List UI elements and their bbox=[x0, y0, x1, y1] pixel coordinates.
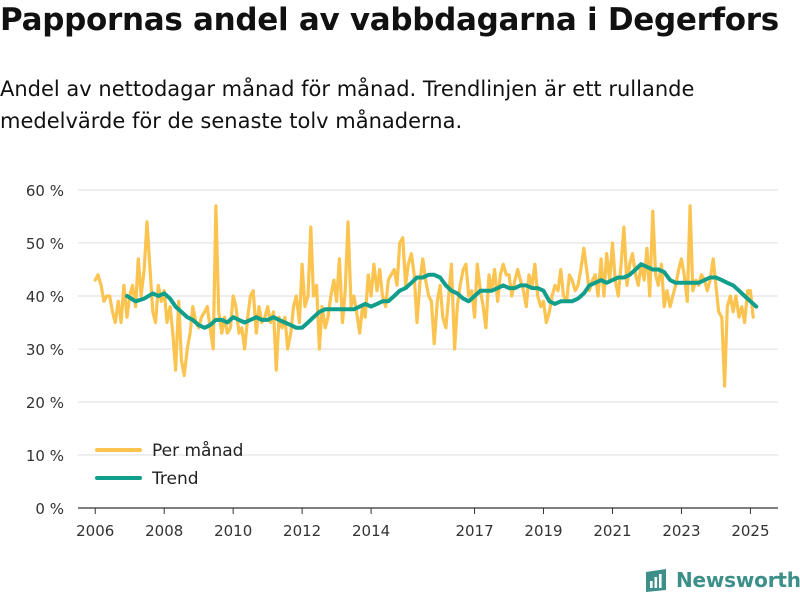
series-lines bbox=[93, 204, 759, 388]
x-tick-label: 2023 bbox=[662, 522, 700, 540]
legend-label: Trend bbox=[151, 469, 199, 489]
y-tick-label: 60 % bbox=[26, 182, 64, 200]
x-tick-label: 2025 bbox=[731, 522, 769, 540]
y-tick-label: 0 % bbox=[35, 500, 64, 518]
x-axis: 2006 2008 2010 2012 2014 2017 2019 2021 2023 2025 bbox=[76, 507, 778, 540]
brand-logo: Newsworthy bbox=[644, 568, 800, 592]
x-tick-label: 2021 bbox=[593, 522, 631, 540]
series-line-trend bbox=[125, 262, 759, 330]
y-tick-label: 50 % bbox=[26, 235, 64, 253]
y-axis-tick-labels: 0 % 10 % 20 % 30 % 40 % 50 % 60 % bbox=[26, 182, 64, 518]
y-tick-label: 40 % bbox=[26, 288, 64, 306]
legend-label: Per månad bbox=[152, 440, 243, 461]
x-tick-label: 2017 bbox=[455, 522, 493, 540]
x-tick-label: 2012 bbox=[283, 522, 321, 540]
y-tick-label: 20 % bbox=[26, 394, 64, 412]
chart-title: Pappornas andel av vabbdagarna i Degerfo… bbox=[0, 2, 779, 38]
x-tick-label: 2014 bbox=[352, 522, 390, 540]
x-tick-label: 2006 bbox=[76, 522, 114, 540]
series-line-per-manad bbox=[93, 204, 755, 388]
newsworthy-logo-icon bbox=[646, 569, 666, 592]
x-tick-label: 2019 bbox=[524, 522, 562, 540]
y-tick-label: 10 % bbox=[26, 447, 64, 465]
x-tick-label: 2008 bbox=[145, 522, 183, 540]
legend: Per månad Trend bbox=[95, 440, 243, 489]
brand-name: Newsworthy bbox=[676, 568, 800, 592]
x-tick-label: 2010 bbox=[214, 522, 252, 540]
y-tick-label: 30 % bbox=[26, 341, 64, 359]
chart-subtitle: Andel av nettodagar månad för månad. Tre… bbox=[0, 77, 695, 133]
grid-lines bbox=[78, 189, 778, 456]
